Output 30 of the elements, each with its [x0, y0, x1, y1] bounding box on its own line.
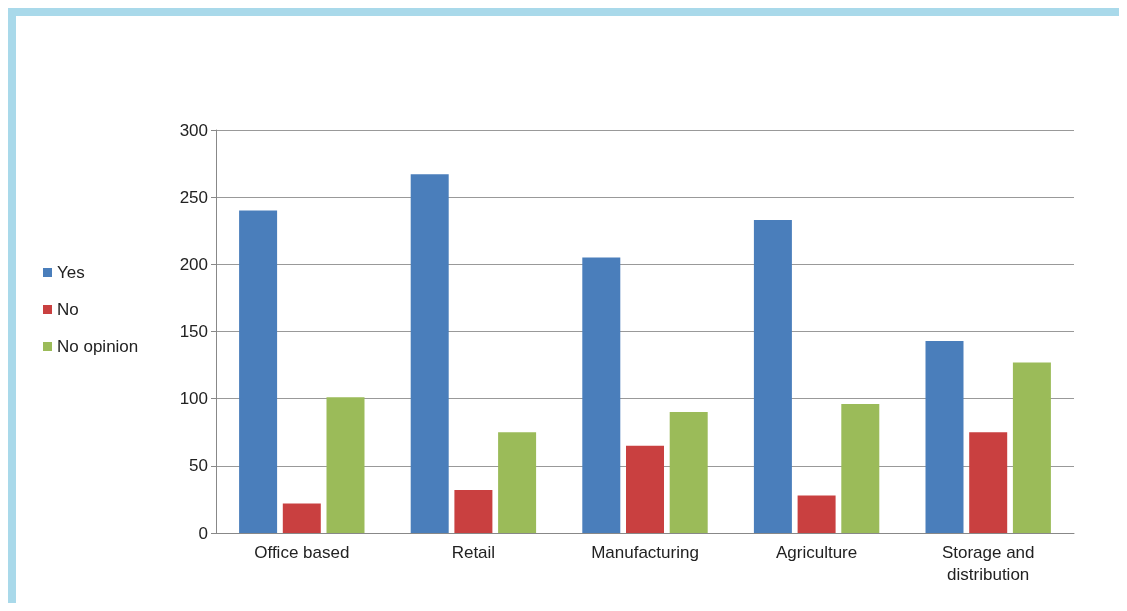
y-tick-label: 0 — [198, 523, 208, 543]
y-tick-label: 200 — [179, 254, 208, 274]
bar — [841, 404, 880, 533]
legend-label: No — [57, 300, 79, 319]
x-tick-label: Manufacturing — [591, 542, 699, 562]
y-tick-label: 50 — [189, 456, 208, 476]
bar — [454, 490, 493, 533]
legend-label: Yes — [57, 263, 85, 282]
x-tick-label: Retail — [451, 542, 496, 562]
x-tick-label: Agriculture — [775, 542, 858, 562]
y-tick-label: 250 — [179, 187, 208, 207]
x-tick-label: Office based — [254, 542, 350, 562]
bar — [753, 220, 792, 533]
bar — [669, 412, 708, 533]
y-tick-label: 100 — [179, 389, 208, 409]
bar — [582, 257, 621, 533]
y-tick-label: 300 — [179, 120, 208, 140]
bar — [969, 432, 1008, 533]
x-tick-label: Storage and distribution — [941, 542, 1035, 584]
bar — [498, 432, 537, 533]
y-tick-label: 150 — [179, 322, 208, 341]
bar — [1012, 362, 1051, 533]
legend-label: No opinion — [57, 337, 139, 356]
bar — [626, 445, 664, 533]
bar — [239, 210, 278, 533]
bar — [410, 174, 449, 533]
bar — [282, 503, 321, 533]
bar — [797, 495, 836, 533]
bar — [925, 340, 964, 533]
bar — [326, 397, 365, 533]
